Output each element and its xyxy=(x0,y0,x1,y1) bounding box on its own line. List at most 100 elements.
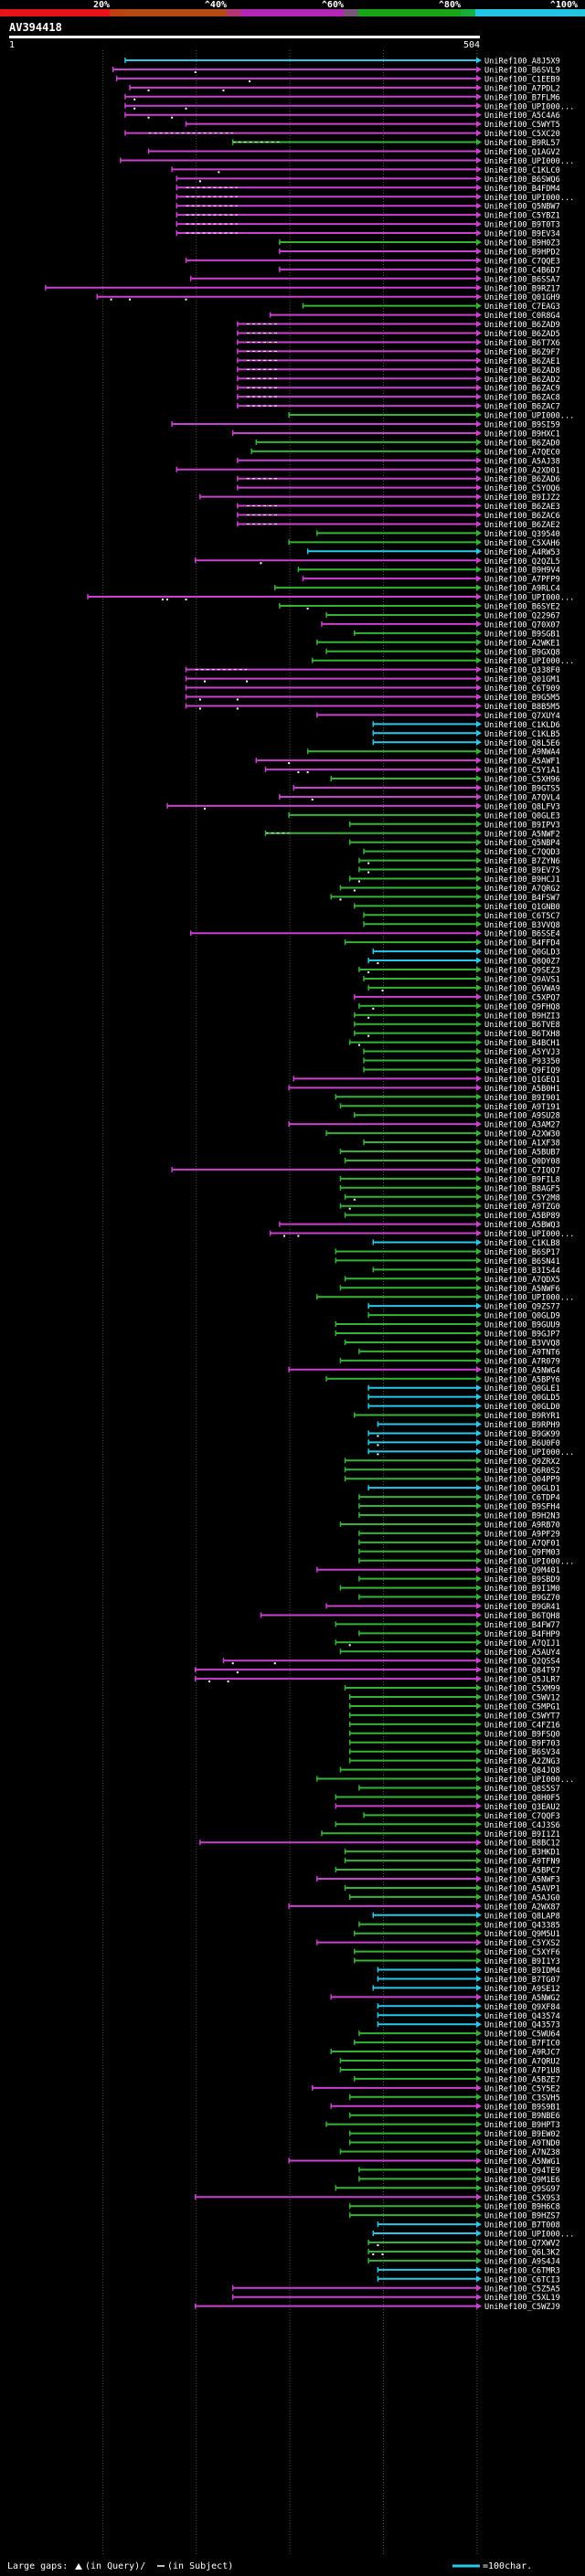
hit-gap-dot xyxy=(348,1207,351,1210)
hit-id: UniRef100_B9GR41 xyxy=(484,1603,560,1612)
hit-end-arrow xyxy=(476,1366,482,1373)
hit-end-arrow xyxy=(476,702,482,709)
hit-id: UniRef100_UPI000... xyxy=(484,1776,574,1785)
hit-end-arrow xyxy=(476,1266,482,1273)
hit-id: UniRef100_C5WZJ9 xyxy=(484,2303,560,2312)
hit-end-arrow xyxy=(476,321,482,328)
hit-end-arrow xyxy=(476,1412,482,1419)
hit-end-arrow xyxy=(476,1111,482,1118)
hit-id: UniRef100_B6SV34 xyxy=(484,1748,560,1757)
hit-id: UniRef100_C5YOQ6 xyxy=(484,484,560,493)
hit-id: UniRef100_B9I901 xyxy=(484,1094,560,1103)
hit-end-arrow xyxy=(476,1966,482,1973)
hit-row: UniRef100_A5NWG2 xyxy=(330,1993,560,2003)
hit-id: UniRef100_A7QVL4 xyxy=(484,793,560,802)
hit-id: UniRef100_Q9FIQ9 xyxy=(484,1066,560,1076)
hit-end-arrow xyxy=(476,729,482,737)
identity-scale-segment xyxy=(7,9,110,16)
hit-end-arrow xyxy=(476,1293,482,1300)
hit-row: UniRef100_A1XF38 xyxy=(363,1139,560,1149)
hit-row: UniRef100_B9RYR1 xyxy=(354,1412,560,1421)
hit-gap-dot xyxy=(222,89,225,91)
hit-end-arrow xyxy=(476,1339,482,1346)
hit-end-arrow xyxy=(476,911,482,918)
hit-row: UniRef100_B9HZS7 xyxy=(348,2211,560,2221)
hit-end-arrow xyxy=(476,884,482,891)
hit-end-arrow xyxy=(476,1957,482,1965)
hit-id: UniRef100_Q0GLD3 xyxy=(484,949,560,958)
hit-id: UniRef100_C5Z5A5 xyxy=(484,2284,560,2294)
hit-end-arrow xyxy=(476,1757,482,1765)
hit-id: UniRef100_Q43385 xyxy=(484,1921,560,1930)
hit-end-arrow xyxy=(476,1493,482,1500)
hit-id: UniRef100_B6SSA7 xyxy=(484,275,560,284)
hit-end-arrow xyxy=(476,839,482,846)
hit-gap-dot xyxy=(236,707,239,710)
hit-row: UniRef100_B9GXQ8 xyxy=(325,648,560,657)
hit-row: UniRef100_B9HCJ1 xyxy=(348,875,560,885)
hit-row: UniRef100_B4FDM4 xyxy=(176,184,560,194)
hit-row: UniRef100_B9I1Y3 xyxy=(354,1957,560,1966)
hit-row: UniRef100_B7FIC0 xyxy=(354,2039,560,2049)
hit-end-arrow xyxy=(476,102,482,110)
hit-id: UniRef100_C5YXS2 xyxy=(484,1939,560,1948)
hit-gap-dot xyxy=(185,599,187,601)
hit-id: UniRef100_B9HCJ1 xyxy=(484,875,560,885)
hit-id: UniRef100_A5NWG2 xyxy=(484,1994,560,2003)
hit-id: UniRef100_B9RPH9 xyxy=(484,1421,560,1430)
hit-id: UniRef100_A5NWG4 xyxy=(484,1366,560,1375)
hit-gap-dot xyxy=(381,989,384,991)
hit-end-arrow xyxy=(476,1857,482,1864)
hit-row: UniRef100_Q9SEZ3 xyxy=(358,966,560,976)
hit-id: UniRef100_A7PDL2 xyxy=(484,84,560,93)
hit-row: UniRef100_A9S4J4 xyxy=(367,2257,560,2266)
hit-row: UniRef100_UPI000... xyxy=(311,657,574,666)
hit-id: UniRef100_A5NWF6 xyxy=(484,1285,560,1294)
hit-row: UniRef100_B9SGB1 xyxy=(354,630,560,639)
hit-id: UniRef100_B9IDM4 xyxy=(484,1966,560,1976)
hit-end-arrow xyxy=(476,2175,482,2182)
hit-id: UniRef100_UPI000... xyxy=(484,1448,574,1458)
hit-end-arrow xyxy=(476,393,482,400)
hit-end-arrow xyxy=(476,811,482,819)
hit-row: UniRef100_Q94TE9 xyxy=(358,2166,560,2176)
hit-row: UniRef100_B9H9V4 xyxy=(297,566,560,576)
hit-row: UniRef100_Q84JQ8 xyxy=(339,1766,560,1776)
hit-end-arrow xyxy=(476,448,482,455)
hit-id: UniRef100_C7QQF3 xyxy=(484,1812,560,1821)
hit-id: UniRef100_B6TVE8 xyxy=(484,1021,560,1030)
hit-gap-dot xyxy=(236,698,239,701)
hit-row: UniRef100_A5AUY4 xyxy=(339,1648,560,1658)
hit-row: UniRef100_C6TDP4 xyxy=(358,1493,560,1503)
hit-end-arrow xyxy=(476,1776,482,1783)
hit-gap-dot xyxy=(198,707,201,710)
hit-end-arrow xyxy=(476,466,482,473)
hit-id: UniRef100_A9TZG0 xyxy=(484,1203,560,1212)
hit-end-arrow xyxy=(476,1984,482,1991)
hit-id: UniRef100_C5Y1A1 xyxy=(484,767,560,776)
hit-end-arrow xyxy=(476,2139,482,2147)
hit-end-arrow xyxy=(476,821,482,828)
hit-id: UniRef100_Q70X07 xyxy=(484,620,560,630)
hit-end-arrow xyxy=(476,57,482,64)
hit-row: UniRef100_Q6L3K2 xyxy=(367,2248,560,2257)
hit-row: UniRef100_C5WV12 xyxy=(348,1693,560,1703)
hit-id: UniRef100_B9FIL8 xyxy=(484,1175,560,1184)
hit-id: UniRef100_B6ZAC9 xyxy=(484,385,560,394)
hit-end-arrow xyxy=(476,575,482,582)
hit-id: UniRef100_UPI000... xyxy=(484,1294,574,1303)
identity-scale-bar xyxy=(0,9,585,16)
hit-end-arrow xyxy=(476,1575,482,1583)
hit-gap-dot xyxy=(185,107,187,110)
hit-end-arrow xyxy=(476,1702,482,1710)
hit-row: UniRef100_A2WX87 xyxy=(288,1903,560,1912)
hit-row: UniRef100_A7QDX5 xyxy=(344,1275,560,1285)
hit-id: UniRef100_Q84T97 xyxy=(484,1667,560,1676)
hit-end-arrow xyxy=(476,993,482,1001)
hit-row: UniRef100_B9SFH4 xyxy=(358,1502,560,1512)
hit-id: UniRef100_B4FDM4 xyxy=(484,185,560,194)
hit-end-arrow xyxy=(476,1884,482,1892)
hit-id: UniRef100_A2WX87 xyxy=(484,1903,560,1912)
hit-row: UniRef100_A7PDL2 xyxy=(129,84,560,93)
hit-id: UniRef100_Q9AVS1 xyxy=(484,975,560,984)
